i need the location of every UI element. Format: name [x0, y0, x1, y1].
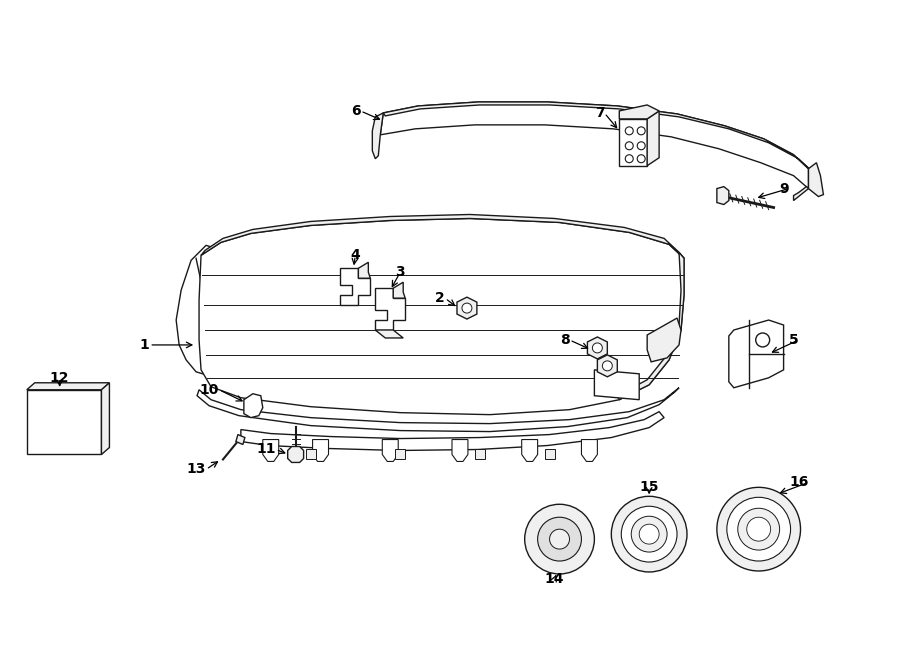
Polygon shape — [522, 440, 537, 461]
Polygon shape — [199, 219, 684, 414]
Text: 9: 9 — [778, 182, 788, 196]
Text: 2: 2 — [436, 291, 445, 305]
Polygon shape — [452, 440, 468, 461]
Circle shape — [592, 343, 602, 353]
Polygon shape — [544, 449, 554, 459]
Polygon shape — [383, 102, 814, 173]
Circle shape — [626, 155, 634, 163]
Circle shape — [727, 497, 790, 561]
Polygon shape — [102, 383, 110, 455]
Polygon shape — [197, 388, 679, 432]
Text: 3: 3 — [395, 265, 405, 279]
Circle shape — [462, 303, 472, 313]
Polygon shape — [375, 288, 405, 330]
Circle shape — [639, 524, 659, 544]
Text: 16: 16 — [789, 475, 808, 489]
Circle shape — [550, 529, 570, 549]
Text: 15: 15 — [639, 481, 659, 494]
Polygon shape — [358, 262, 370, 278]
Polygon shape — [475, 449, 485, 459]
Circle shape — [525, 504, 594, 574]
Polygon shape — [312, 440, 328, 461]
Polygon shape — [717, 186, 729, 204]
Polygon shape — [617, 253, 684, 400]
Circle shape — [756, 333, 770, 347]
Circle shape — [637, 155, 645, 163]
Polygon shape — [381, 102, 808, 188]
Polygon shape — [594, 370, 639, 400]
Circle shape — [626, 127, 634, 135]
Polygon shape — [393, 282, 405, 298]
Polygon shape — [808, 163, 824, 196]
Text: 11: 11 — [256, 442, 275, 457]
Polygon shape — [729, 320, 784, 388]
Circle shape — [637, 142, 645, 150]
Polygon shape — [201, 214, 684, 258]
Polygon shape — [236, 434, 245, 444]
Polygon shape — [263, 440, 279, 461]
Text: 8: 8 — [560, 333, 570, 347]
Polygon shape — [288, 447, 303, 463]
Polygon shape — [27, 383, 110, 390]
Polygon shape — [619, 105, 659, 119]
Circle shape — [631, 516, 667, 552]
Polygon shape — [340, 268, 370, 305]
Polygon shape — [244, 394, 263, 418]
Circle shape — [537, 517, 581, 561]
Circle shape — [626, 142, 634, 150]
Polygon shape — [375, 330, 403, 338]
Polygon shape — [395, 449, 405, 459]
Polygon shape — [373, 113, 383, 159]
Text: 10: 10 — [200, 383, 219, 397]
Polygon shape — [176, 245, 221, 375]
Circle shape — [637, 127, 645, 135]
Polygon shape — [598, 355, 617, 377]
Polygon shape — [27, 390, 102, 455]
Polygon shape — [241, 412, 664, 451]
Text: 4: 4 — [350, 249, 360, 262]
Circle shape — [621, 506, 677, 562]
Text: 1: 1 — [140, 338, 149, 352]
Polygon shape — [647, 111, 659, 166]
Text: 14: 14 — [544, 572, 564, 586]
Circle shape — [602, 361, 612, 371]
Text: 5: 5 — [788, 333, 798, 347]
Circle shape — [717, 487, 800, 571]
Polygon shape — [794, 186, 808, 200]
Text: 7: 7 — [595, 106, 604, 120]
Polygon shape — [581, 440, 598, 461]
Polygon shape — [619, 119, 647, 166]
Polygon shape — [588, 337, 608, 359]
Polygon shape — [382, 440, 398, 461]
Text: 6: 6 — [351, 104, 360, 118]
Circle shape — [738, 508, 779, 550]
Circle shape — [611, 496, 687, 572]
Text: 12: 12 — [50, 371, 69, 385]
Polygon shape — [306, 449, 316, 459]
Polygon shape — [457, 297, 477, 319]
Text: 13: 13 — [186, 463, 206, 477]
Circle shape — [747, 517, 770, 541]
Polygon shape — [647, 318, 681, 362]
